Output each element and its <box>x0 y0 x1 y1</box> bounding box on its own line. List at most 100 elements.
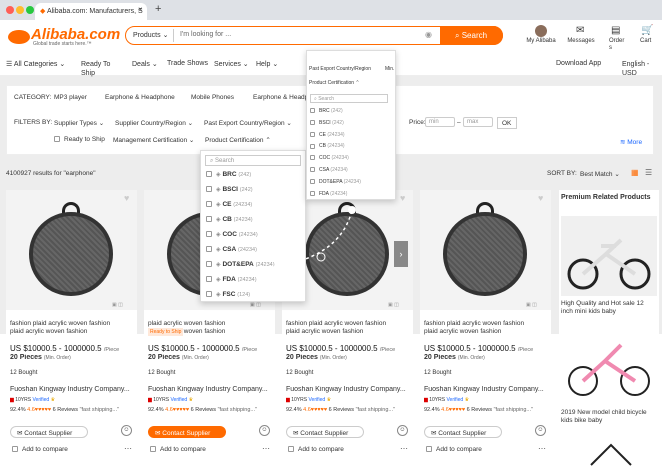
cert-option[interactable]: ◈ CE (24234) <box>206 201 252 216</box>
cert-option[interactable]: ◈ CSA (24234) <box>206 246 257 261</box>
more-options-icon[interactable]: ⋯ <box>124 444 132 453</box>
add-to-compare[interactable]: Add to compare <box>12 446 68 453</box>
mgmt-cert-filter[interactable]: Management Certification ⌄ <box>113 137 195 144</box>
ready-to-ship-link[interactable]: Ready To Ship <box>81 61 111 77</box>
orders-link[interactable]: Order s <box>609 38 625 51</box>
close-tab-icon[interactable]: × <box>138 5 143 14</box>
price-min-input[interactable]: min <box>425 117 455 127</box>
price-ok-button[interactable]: OK <box>497 117 517 129</box>
category-earphone[interactable]: Earphone & Headphone <box>105 94 175 101</box>
product-title[interactable]: fashion plaid acrylic woven fashion plaid… <box>286 320 387 335</box>
product-cert-filter[interactable]: Product Certification ⌃ <box>205 137 271 144</box>
related-product-title-1[interactable]: High Quality and Hot sale 12 inch mini k… <box>561 300 644 315</box>
cart-icon[interactable]: 🛒 <box>641 25 654 36</box>
close-window-dot[interactable] <box>6 6 14 14</box>
contact-supplier-button[interactable]: ✉ Contact Supplier <box>148 426 226 438</box>
category-mobile[interactable]: Mobile Phones <box>191 94 234 101</box>
related-product-image-1[interactable] <box>561 216 657 296</box>
browser-tab[interactable]: ◆ Alibaba.com: Manufacturers, S <box>35 3 147 20</box>
popup-cert-option[interactable]: CB (24234) <box>310 143 345 149</box>
popup-cert-option[interactable]: DOT&EPA (24234) <box>310 179 361 185</box>
contact-supplier-button[interactable]: ✉ Contact Supplier <box>286 426 364 438</box>
supplier-name[interactable]: Fuoshan Kingway Industry Company... <box>148 386 268 393</box>
search-category-select[interactable]: Products ⌄ <box>133 32 169 39</box>
add-to-compare[interactable]: Add to compare <box>288 446 344 453</box>
cert-option[interactable]: ◈ FSC (124) <box>206 291 250 306</box>
price-max-input[interactable]: max <box>463 117 493 127</box>
next-image-arrow-icon[interactable]: › <box>394 241 408 267</box>
popup-cert-option[interactable]: FDA (24234) <box>310 191 347 197</box>
camera-icon[interactable]: ◉ <box>425 30 432 39</box>
bike-icon <box>567 238 651 290</box>
messages-icon[interactable]: ✉ <box>576 25 585 36</box>
supplier-country-filter[interactable]: Supplier Country/Region ⌄ <box>115 120 194 127</box>
supplier-name[interactable]: Fuoshan Kingway Industry Company... <box>424 386 544 393</box>
avatar[interactable] <box>535 25 547 37</box>
trade-shows-link[interactable]: Trade Shows <box>167 60 208 67</box>
related-product-image-2[interactable] <box>561 325 657 405</box>
help-menu[interactable]: Help ⌄ <box>256 61 279 68</box>
deals-menu[interactable]: Deals ⌄ <box>132 61 158 68</box>
favorite-heart-icon[interactable]: ♥ <box>400 193 406 203</box>
contact-supplier-button[interactable]: ✉ Contact Supplier <box>10 426 88 438</box>
popup-cert-option[interactable]: COC (24234) <box>310 155 349 161</box>
minimize-window-dot[interactable] <box>16 6 24 14</box>
product-title[interactable]: plaid acrylic woven fashion plaid acrylic… <box>148 320 226 335</box>
add-to-compare[interactable]: Add to compare <box>150 446 206 453</box>
favorite-heart-icon[interactable]: ♥ <box>124 193 130 203</box>
cert-option[interactable]: ◈ COC (24234) <box>206 231 258 246</box>
add-to-compare[interactable]: Add to compare <box>426 446 482 453</box>
supplier-name[interactable]: Fuoshan Kingway Industry Company... <box>10 386 130 393</box>
product-title[interactable]: fashion plaid acrylic woven fashion plaid… <box>424 320 525 335</box>
bought-count: 12 Bought <box>286 370 314 376</box>
product-title[interactable]: fashion plaid acrylic woven fashion plaid… <box>10 320 111 335</box>
list-view-icon[interactable]: ☰ <box>645 168 653 177</box>
popup-cert-option[interactable]: CE (24234) <box>310 132 345 138</box>
past-export-filter[interactable]: Past Export Country/Region ⌄ <box>204 120 292 127</box>
logo-text[interactable]: Alibaba.com <box>31 26 121 43</box>
bought-count: 12 Bought <box>10 370 38 376</box>
zoom-window-dot[interactable] <box>26 6 34 14</box>
chat-icon[interactable]: ☺ <box>121 425 132 436</box>
category-mp3[interactable]: MP3 player <box>54 94 87 101</box>
cert-search-input[interactable]: ⌕ Search <box>205 155 301 166</box>
cert-option[interactable]: ◈ CB (24234) <box>206 216 253 231</box>
alibaba-logo-icon[interactable] <box>8 30 30 44</box>
cert-option[interactable]: ◈ BRC (242) <box>206 171 251 186</box>
sort-select[interactable]: Best Match ⌄ <box>580 171 620 178</box>
chat-icon[interactable]: ☺ <box>535 425 546 436</box>
new-tab-icon[interactable]: + <box>155 3 162 15</box>
cart-link[interactable]: Cart <box>640 38 652 44</box>
my-alibaba-link[interactable]: My Alibaba <box>526 38 556 44</box>
all-categories-menu[interactable]: ☰ All Categories ⌄ <box>6 61 66 68</box>
messages-link[interactable]: Messages <box>567 38 595 44</box>
supplier-types-filter[interactable]: Supplier Types ⌄ <box>54 120 105 127</box>
ready-to-ship-checkbox[interactable]: Ready to Ship <box>54 136 105 143</box>
supplier-name[interactable]: Fuoshan Kingway Industry Company... <box>286 386 406 393</box>
language-currency-select[interactable]: English - USD <box>622 61 650 77</box>
cert-option[interactable]: ◈ FDA (24234) <box>206 276 257 291</box>
category-earphone-2[interactable]: Earphone & Headph <box>253 94 312 101</box>
search-button[interactable]: ⌕ Search <box>440 26 503 45</box>
download-app-link[interactable]: Download App <box>556 60 602 67</box>
related-product-title-2[interactable]: 2019 New model child bicycle kids bike b… <box>561 409 647 424</box>
search-input[interactable]: I'm looking for ... <box>180 31 232 38</box>
popup-cert-option[interactable]: BSCI (242) <box>310 120 344 126</box>
contact-supplier-button[interactable]: ✉ Contact Supplier <box>424 426 502 438</box>
popup-cert-option[interactable]: CSA (24234) <box>310 167 348 173</box>
popup-cert-option[interactable]: BRC (242) <box>310 108 343 114</box>
cert-option[interactable]: ◈ BSCI (242) <box>206 186 253 201</box>
cert-option[interactable]: ◈ DOT&EPA (24234) <box>206 261 275 276</box>
chat-icon[interactable]: ☺ <box>397 425 408 436</box>
orders-icon[interactable]: ▤ <box>611 25 621 36</box>
chat-icon[interactable]: ☺ <box>259 425 270 436</box>
more-options-icon[interactable]: ⋯ <box>538 444 546 453</box>
grid-view-icon[interactable]: ▦ <box>631 168 639 177</box>
services-menu[interactable]: Services ⌄ <box>214 61 249 68</box>
more-filters-link[interactable]: ≋ More <box>620 139 643 146</box>
popup-search-input[interactable]: ⌕ Search <box>310 94 388 103</box>
more-options-icon[interactable]: ⋯ <box>262 444 270 453</box>
favorite-heart-icon[interactable]: ♥ <box>538 193 544 203</box>
related-product-image-3[interactable] <box>561 435 657 467</box>
more-options-icon[interactable]: ⋯ <box>400 444 408 453</box>
